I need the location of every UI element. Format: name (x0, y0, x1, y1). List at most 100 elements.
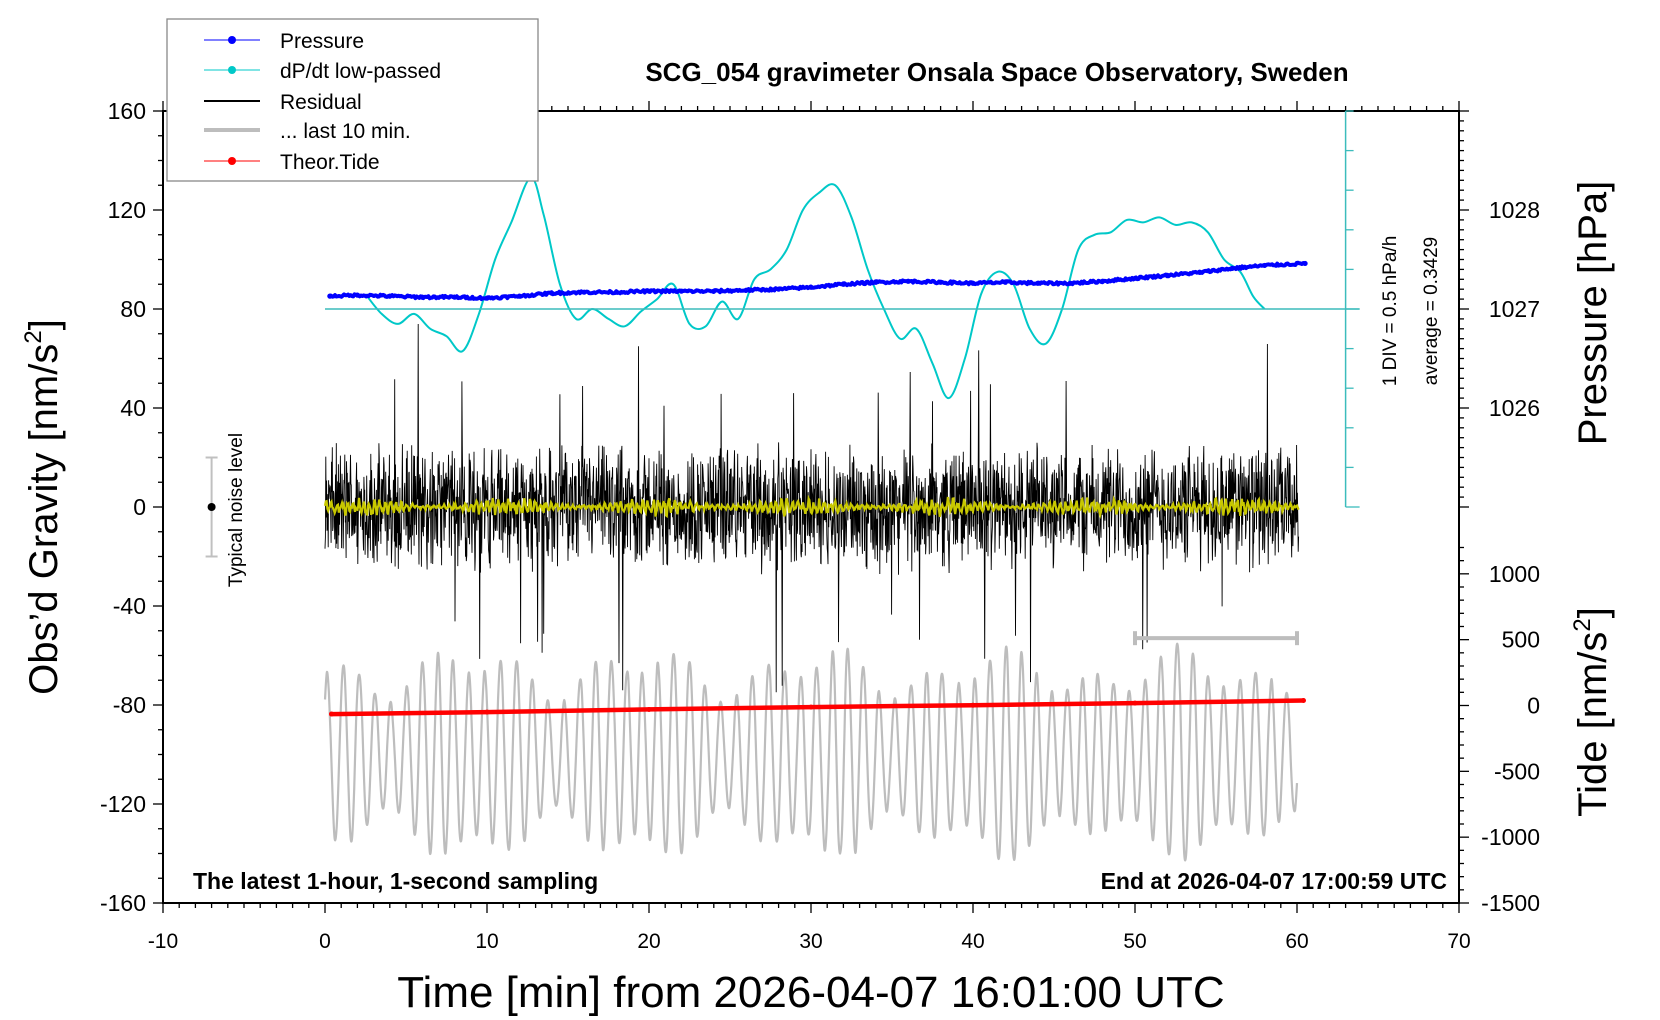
annotation-end-time: End at 2026-04-07 17:00:59 UTC (1101, 868, 1447, 894)
pressure-point (678, 288, 685, 294)
dpdt-average-label: average = 0.3429 (1421, 237, 1442, 385)
pressure-point (581, 289, 587, 295)
pressure-point (484, 295, 490, 301)
x-tick-label: 20 (637, 930, 660, 953)
x-tick-label: 70 (1447, 930, 1470, 953)
tide-tick-label: -500 (1494, 758, 1540, 784)
tide-tick-label: 500 (1502, 627, 1540, 653)
tide-point (1300, 697, 1306, 703)
pressure-point (1197, 269, 1203, 275)
pressure-point (1002, 279, 1009, 285)
pressure-point (646, 288, 652, 294)
residual-line (324, 323, 1300, 693)
pressure-tick-label: 1028 (1489, 197, 1540, 223)
last-10-min-line (323, 642, 1299, 862)
tide-tick-label: -1000 (1481, 824, 1540, 850)
dpdt-scale-label: 1 DIV = 0.5 hPa/h (1380, 236, 1401, 387)
y-tick-label: -160 (100, 890, 146, 916)
tide-tick-label: 1000 (1489, 561, 1540, 587)
legend-label-tide: Theor.Tide (280, 151, 380, 174)
y-tick-label: 0 (133, 494, 146, 520)
dpdt-line (364, 176, 1266, 400)
pressure-point (808, 284, 814, 290)
x-tick-label: 50 (1123, 930, 1146, 953)
pressure-point (549, 290, 555, 296)
y-tick-label: 160 (108, 98, 146, 124)
pressure-point (1132, 275, 1138, 281)
tide-tick-label: -1500 (1481, 890, 1540, 916)
pressure-point (387, 293, 393, 299)
tide-tick-label: 0 (1527, 692, 1540, 718)
legend-entry-dpdt: dP/dt low-passed (204, 60, 441, 83)
pressure-point (1262, 262, 1268, 269)
legend-marker-dpdt (228, 66, 236, 74)
pressure-point (419, 294, 425, 300)
annotation-sampling: The latest 1-hour, 1-second sampling (193, 868, 598, 894)
series-layer (323, 176, 1308, 862)
x-tick-label: 30 (799, 930, 822, 953)
legend-entry-tide: Theor.Tide (204, 151, 380, 174)
y-axis-label-tide: Tide [nm/s2] (1569, 607, 1615, 817)
y-axis-label-tide-sup: 2 (1569, 618, 1596, 631)
y-tick-label: 120 (108, 197, 146, 223)
legend-entry-residual: Residual (204, 91, 362, 114)
tide-point (484, 709, 490, 715)
y-axis-label-tide-end: ] (1571, 607, 1615, 618)
tide-point (646, 706, 652, 712)
pressure-point (1164, 272, 1170, 278)
pressure-point (452, 294, 458, 300)
y-axis-label-gravity: Obs’d Gravity [nm/s2] (20, 319, 66, 695)
legend-marker-tide (228, 157, 236, 165)
pressure-point (327, 293, 333, 299)
pressure-point (938, 279, 944, 285)
legend: Pressure dP/dt low-passed Residual ... l… (166, 18, 539, 182)
y-axis-label-gravity-end: ] (22, 319, 66, 330)
legend-entry-pressure: Pressure (204, 30, 364, 53)
pressure-point (873, 279, 879, 285)
pressure-point (614, 289, 620, 295)
pressure-point (905, 278, 911, 284)
pressure-point (1067, 280, 1073, 286)
tide-point (328, 711, 334, 717)
x-tick-label: -10 (148, 930, 178, 953)
pressure-point (711, 288, 717, 294)
x-tick-label: 40 (961, 930, 984, 953)
x-tick-label: 10 (475, 930, 498, 953)
y-axis-label-pressure: Pressure [hPa] (1571, 181, 1615, 446)
y-tick-label: -40 (113, 593, 146, 619)
chart-title: SCG_054 gravimeter Onsala Space Observat… (645, 57, 1348, 87)
tide-point (970, 702, 976, 708)
legend-entry-last10: ... last 10 min. (204, 120, 411, 143)
legend-label-dpdt: dP/dt low-passed (280, 60, 441, 83)
y-axis-label-gravity-main: Obs’d Gravity [nm/s (22, 344, 66, 695)
tide-point (1132, 700, 1138, 706)
pressure-point (840, 281, 847, 287)
pressure-tick-label: 1027 (1489, 296, 1540, 322)
pressure-point (354, 292, 360, 298)
x-tick-label: 60 (1285, 930, 1308, 953)
legend-label-last10: ... last 10 min. (280, 120, 411, 143)
pressure-point (1229, 265, 1235, 272)
axis-ticks: -10 0 10 20 30 40 50 60 70 160 120 80 40 0 -40 -80 -120 -… (100, 98, 1540, 953)
y-tick-label: 80 (120, 296, 146, 322)
y-tick-label: -120 (100, 791, 146, 817)
pressure-point (516, 293, 523, 299)
legend-label-pressure: Pressure (280, 30, 364, 53)
pressure-point (1035, 280, 1041, 286)
decorations-layer (205, 110, 1360, 646)
legend-label-residual: Residual (280, 91, 362, 114)
noise-level-dot (207, 503, 216, 511)
pressure-point (1302, 260, 1308, 267)
pressure-point (1100, 278, 1106, 284)
pressure-line (329, 260, 1306, 302)
residual-smoothed-line (323, 494, 1300, 520)
pressure-tick-label: 1026 (1489, 395, 1540, 421)
pressure-point (970, 280, 976, 286)
y-tick-label: -80 (113, 692, 146, 718)
x-axis-label: Time [min] from 2026-04-07 16:01:00 UTC (397, 968, 1224, 1017)
x-tick-label: 0 (319, 930, 331, 953)
pressure-point (743, 287, 749, 293)
y-axis-label-gravity-sup: 2 (20, 330, 47, 343)
tide-point (808, 704, 814, 710)
